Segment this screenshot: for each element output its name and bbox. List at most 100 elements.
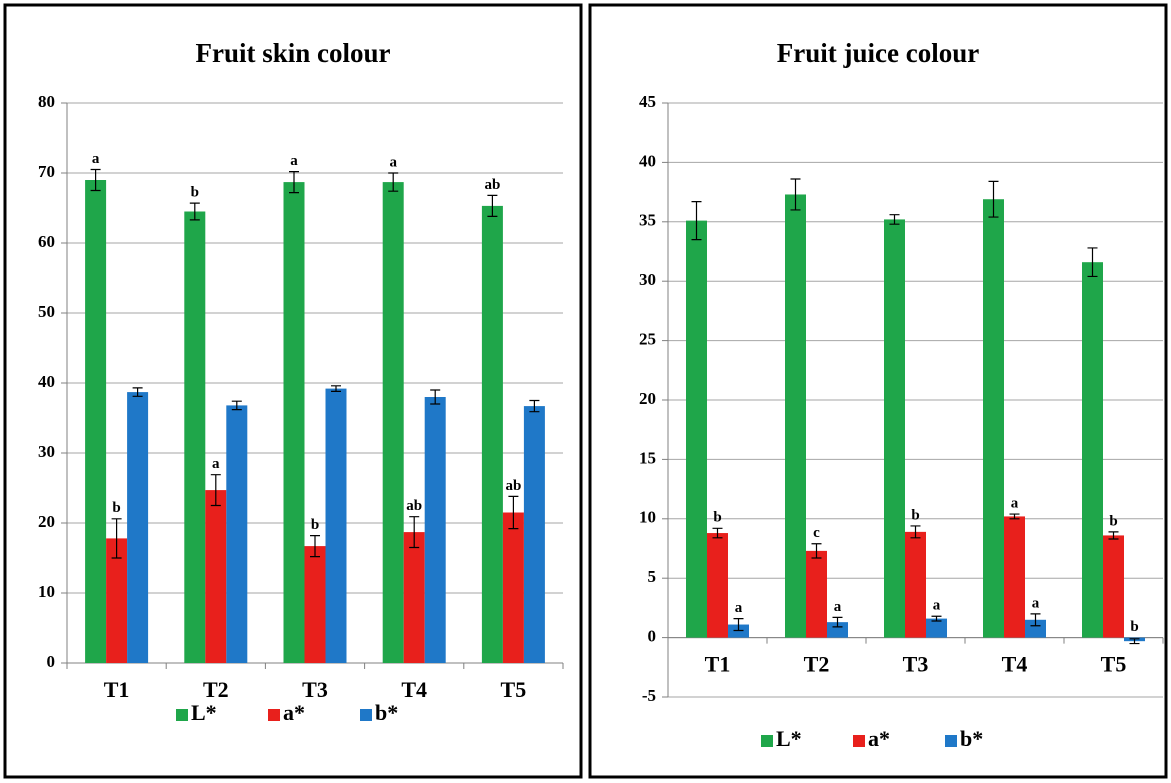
significance-label: a: [735, 600, 743, 616]
y-tick-label: 20: [38, 512, 55, 531]
significance-label: b: [1130, 619, 1138, 635]
x-tick-label: T5: [501, 677, 527, 702]
x-tick-label: T1: [705, 652, 731, 677]
error-bar: [889, 214, 900, 225]
error-bar: [487, 194, 498, 217]
bar: [884, 219, 905, 638]
error-bar: [90, 168, 101, 192]
chart-title: Fruit juice colour: [777, 38, 979, 68]
y-tick-label: 35: [639, 211, 656, 230]
x-tick-label: T5: [1101, 652, 1127, 677]
significance-label: b: [191, 185, 199, 201]
significance-label: a: [1032, 595, 1040, 611]
bar: [304, 546, 326, 663]
y-tick-label: 70: [38, 162, 55, 181]
y-tick-label: 40: [38, 372, 55, 391]
significance-label: c: [813, 525, 820, 541]
error-bar: [931, 615, 942, 622]
significance-label: a: [933, 598, 941, 614]
y-tick-label: 15: [639, 448, 656, 467]
bar: [226, 405, 248, 663]
error-bar: [691, 201, 702, 241]
legend-swatch: [761, 735, 773, 747]
bar: [983, 199, 1004, 638]
significance-label: a: [834, 599, 842, 615]
bar: [1103, 535, 1124, 638]
y-tick-label: 0: [648, 627, 657, 646]
error-bar: [231, 400, 242, 411]
significance-label: ab: [406, 498, 422, 514]
error-bar: [790, 178, 801, 211]
legend-label: L*: [191, 700, 217, 725]
legend-swatch: [268, 709, 280, 721]
x-tick-label: T3: [903, 652, 929, 677]
significance-label: a: [290, 153, 298, 169]
y-tick-label: 10: [38, 582, 55, 601]
bar: [785, 194, 806, 638]
significance-label: a: [1011, 495, 1019, 511]
significance-label: a: [389, 154, 397, 170]
error-bar: [733, 617, 744, 632]
bar: [1025, 619, 1046, 638]
significance-label: b: [1109, 513, 1117, 529]
bar: [85, 180, 107, 663]
error-bar: [409, 516, 420, 549]
chart-title: Fruit skin colour: [195, 38, 390, 68]
bar: [283, 182, 305, 663]
y-tick-label: 30: [38, 442, 55, 461]
bar: [686, 220, 707, 638]
bar: [502, 512, 524, 663]
error-bar: [132, 387, 143, 397]
legend-label: a*: [283, 700, 305, 725]
bar: [184, 211, 206, 663]
error-bar: [331, 385, 341, 392]
error-bar: [189, 202, 200, 221]
bar: [382, 182, 404, 663]
legend-swatch: [360, 709, 372, 721]
error-bar: [1087, 247, 1098, 278]
y-tick-label: 40: [639, 151, 656, 170]
x-tick-label: T4: [401, 677, 427, 702]
legend-swatch: [853, 735, 865, 747]
bar: [827, 622, 848, 638]
error-bar: [832, 616, 843, 628]
bar: [481, 205, 503, 663]
legend-label: a*: [868, 726, 890, 751]
bar: [403, 532, 425, 663]
error-bar: [811, 543, 822, 559]
x-tick-label: T1: [104, 677, 130, 702]
y-tick-label: -5: [642, 686, 656, 705]
legend-label: b*: [375, 700, 398, 725]
error-bar: [430, 389, 441, 405]
bar: [707, 533, 728, 638]
significance-label: a: [92, 151, 100, 167]
significance-label: b: [713, 510, 721, 526]
y-tick-label: 25: [639, 330, 656, 349]
x-tick-label: T3: [302, 677, 328, 702]
x-tick-label: T2: [804, 652, 830, 677]
error-bar: [508, 495, 519, 530]
bar: [106, 538, 128, 663]
legend-swatch: [945, 735, 957, 747]
bar: [905, 531, 926, 638]
error-bar: [1108, 531, 1119, 540]
error-bar: [1009, 513, 1020, 520]
error-bar: [289, 171, 299, 194]
bar: [1082, 262, 1103, 638]
error-bar: [529, 399, 540, 413]
legend-label: L*: [776, 726, 802, 751]
significance-label: b: [311, 517, 319, 533]
bar: [424, 397, 446, 663]
bar: [523, 406, 545, 663]
error-bar: [310, 535, 320, 558]
legend-swatch: [176, 709, 188, 721]
y-tick-label: 80: [38, 92, 55, 111]
y-tick-label: 5: [648, 567, 657, 586]
panel-frame: [588, 3, 1168, 779]
error-bar: [1030, 613, 1041, 627]
significance-label: b: [911, 507, 919, 523]
y-tick-label: 0: [47, 652, 56, 671]
error-bar: [210, 474, 221, 507]
bar: [127, 392, 149, 663]
